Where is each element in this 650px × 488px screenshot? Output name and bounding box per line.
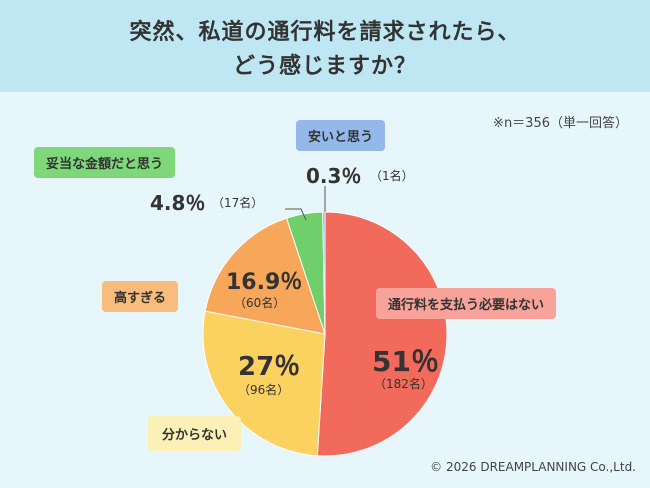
copyright-notice: © 2026 DREAMPLANNING Co.,Ltd. xyxy=(430,460,636,474)
leader-lines xyxy=(285,186,326,221)
value-cheap-count: （1名） xyxy=(370,169,414,183)
value-reasonable-percent: 4.8％ xyxy=(150,191,206,215)
value-no-need-percent: 51％ xyxy=(372,345,439,378)
label-cheap: 安いと思う xyxy=(296,120,386,151)
value-no-need-count: （182名） xyxy=(374,377,433,391)
sample-size-note: ※n＝356（単一回答） xyxy=(493,116,628,131)
leader-line-reasonable xyxy=(285,208,307,221)
label-too-high: 高すぎる xyxy=(102,281,179,312)
chart-title-line2: どう感じますか？ xyxy=(232,54,417,79)
slice-dont-know xyxy=(202,310,326,457)
slice-too-high xyxy=(204,217,326,335)
value-dont-know-count: （96名） xyxy=(238,383,290,397)
chart-title-line1: 突然、私道の通行料を請求されたら、 xyxy=(129,20,521,45)
pie-slices xyxy=(202,211,448,457)
label-reasonable: 妥当な金額だと思う xyxy=(34,147,176,178)
value-too-high-count: （60名） xyxy=(234,296,286,310)
slice-no-need xyxy=(316,211,448,457)
value-reasonable-count: （17名） xyxy=(212,196,264,210)
value-cheap-percent: 0.3％ xyxy=(306,164,362,188)
value-dont-know-percent: 27％ xyxy=(238,352,301,382)
chart-header xyxy=(0,0,650,92)
label-no-need: 通行料を支払う必要はない xyxy=(376,288,557,319)
label-dont-know: 分からない xyxy=(148,416,242,451)
value-too-high-percent: 16.9％ xyxy=(226,270,303,295)
